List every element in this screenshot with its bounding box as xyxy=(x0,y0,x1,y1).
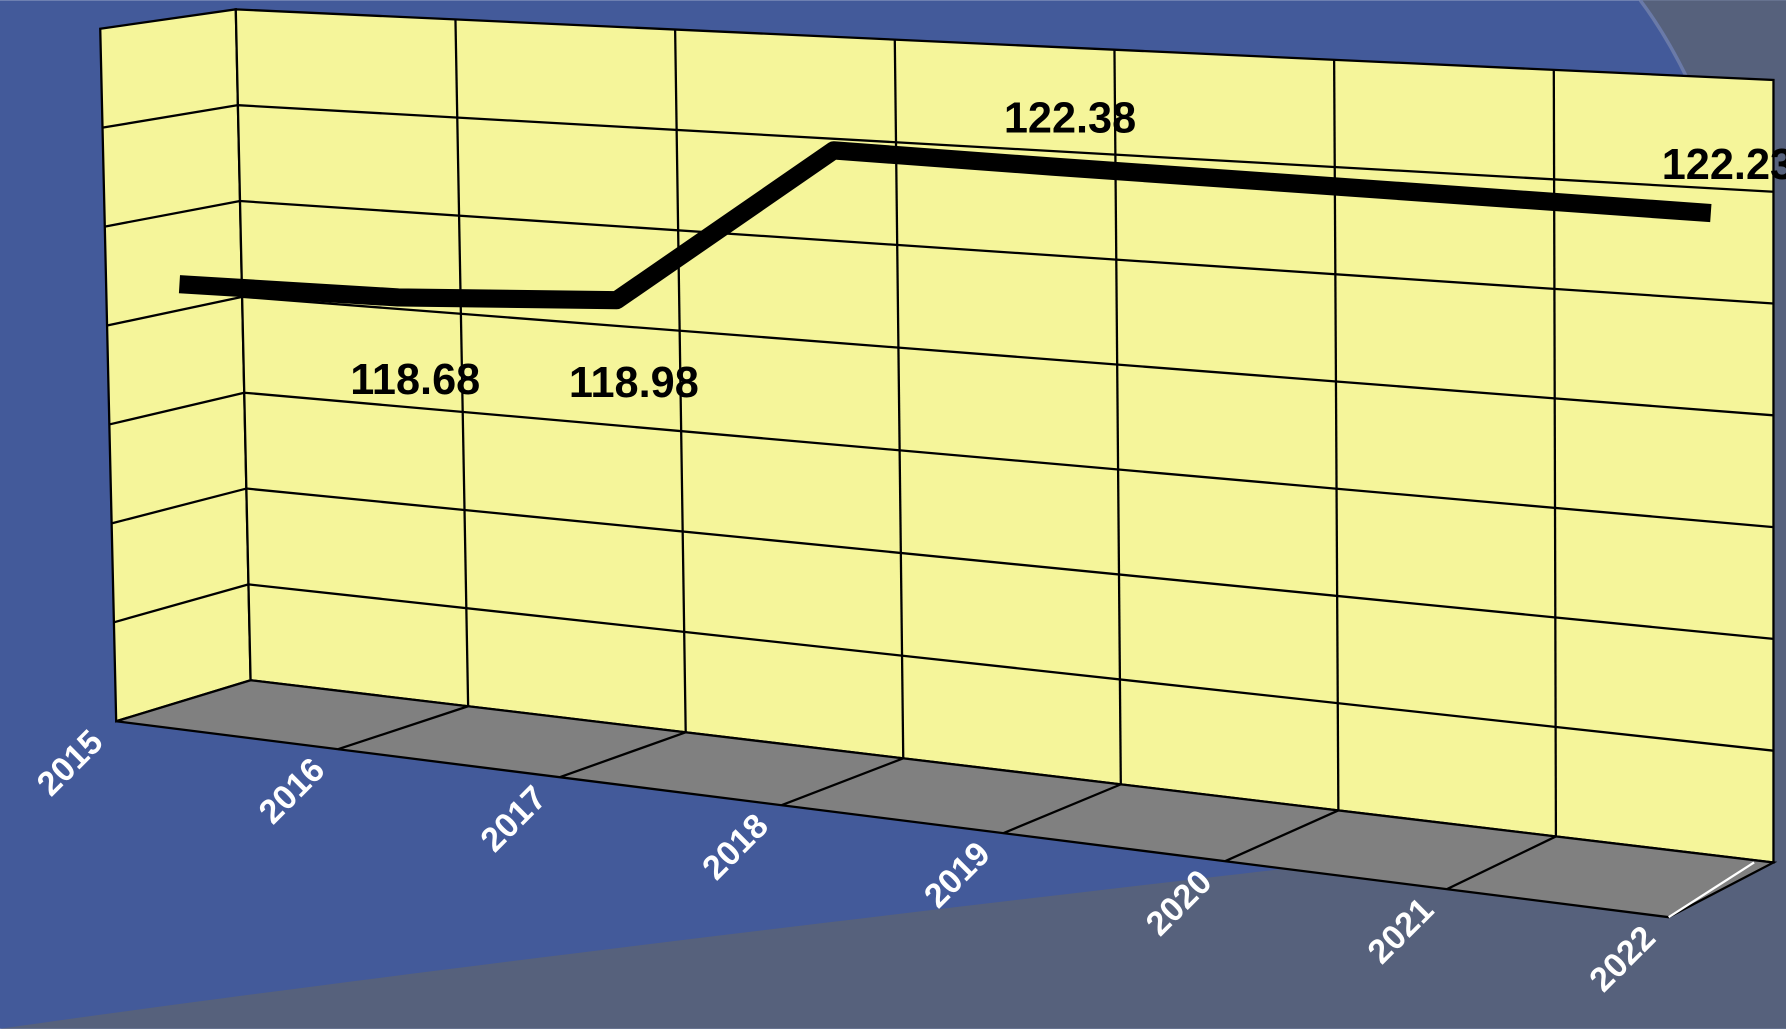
floor xyxy=(115,679,1778,919)
wall-grid-line xyxy=(673,29,687,733)
wall-grid-line xyxy=(246,487,1774,641)
floor-grid-line xyxy=(559,731,687,779)
floor-edge xyxy=(1668,861,1755,919)
wall-grid-line xyxy=(239,199,1774,305)
wall-grid-line xyxy=(237,104,1774,193)
floor-grid-line xyxy=(1446,835,1557,891)
floor-grid-line xyxy=(1002,783,1122,835)
side-grid-line xyxy=(111,487,247,525)
line-series xyxy=(178,141,1712,310)
floor-grid-line xyxy=(781,757,904,807)
wall-grid-line xyxy=(244,391,1774,529)
data-label: 122.23 xyxy=(1662,141,1786,189)
data-label: 122.38 xyxy=(1004,94,1136,142)
floor-grid-line xyxy=(337,705,469,751)
wall-grid-line xyxy=(242,295,1774,417)
wall-grid-line xyxy=(454,19,470,707)
side-grid-line xyxy=(109,391,245,426)
data-label: 118.98 xyxy=(569,359,699,407)
side-grid-line xyxy=(106,295,243,327)
side-grid-line xyxy=(104,199,241,228)
floor-grid-line xyxy=(1224,809,1339,863)
wall-grid-line xyxy=(248,583,1774,752)
data-label: 118.68 xyxy=(350,356,480,404)
side-grid-line xyxy=(113,583,249,624)
side-grid-line xyxy=(102,104,239,129)
